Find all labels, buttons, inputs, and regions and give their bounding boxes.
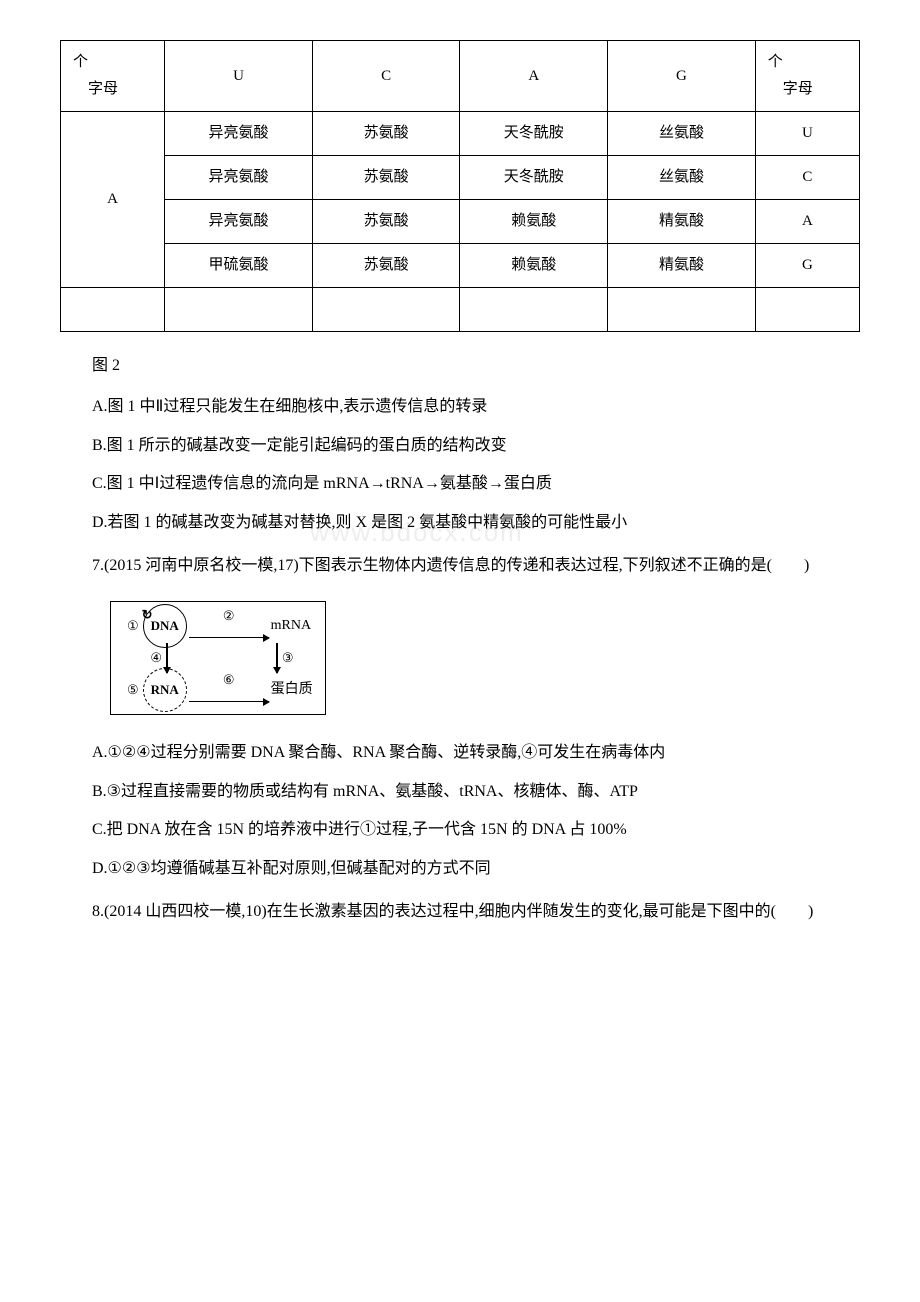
cell: 丝氨酸 (608, 156, 756, 200)
cell: 异亮氨酸 (165, 112, 313, 156)
third-letter: C (755, 156, 859, 200)
cell: 苏氨酸 (312, 112, 460, 156)
circled-5: ⑤ (127, 678, 139, 701)
circled-6: ⑥ (223, 668, 235, 691)
q7-stem: 7.(2015 河南中原名校一模,17)下图表示生物体内遗传信息的传递和表达过程… (60, 552, 860, 581)
q6-option-a: A.图 1 中Ⅱ过程只能发生在细胞核中,表示遗传信息的转录 (60, 393, 860, 422)
cell: 赖氨酸 (460, 200, 608, 244)
col-u: U (165, 41, 313, 112)
q8-stem: 8.(2014 山西四校一模,10)在生长激素基因的表达过程中,细胞内伴随发生的… (60, 898, 860, 927)
cell: 天冬酰胺 (460, 156, 608, 200)
cell: 天冬酰胺 (460, 112, 608, 156)
col-first-letter-header: 个 字母 (61, 41, 165, 112)
codon-table: 个 字母 U C A G 个 字母 A 异亮氨酸 苏氨酸 天冬酰胺 丝氨酸 U … (60, 40, 860, 332)
q7-option-a: A.①②④过程分别需要 DNA 聚合酶、RNA 聚合酶、逆转录酶,④可发生在病毒… (60, 739, 860, 768)
arrow-right-icon (189, 637, 269, 638)
cell: 精氨酸 (608, 200, 756, 244)
arrow-down-icon (166, 643, 168, 673)
empty-cell (165, 288, 313, 332)
figure-label: 图 2 (60, 352, 860, 381)
q6-option-b: B.图 1 所示的碱基改变一定能引起编码的蛋白质的结构改变 (60, 432, 860, 461)
cell: 异亮氨酸 (165, 156, 313, 200)
q6-option-c: C.图 1 中Ⅰ过程遗传信息的流向是 mRNA→tRNA→氨基酸→蛋白质 (60, 470, 860, 499)
empty-cell (312, 288, 460, 332)
third-letter: A (755, 200, 859, 244)
mrna-node: mRNA (271, 613, 311, 638)
col-a: A (460, 41, 608, 112)
cell: 甲硫氨酸 (165, 244, 313, 288)
third-letter: G (755, 244, 859, 288)
q6-option-d: D.若图 1 的碱基改变为碱基对替换,则 X 是图 2 氨基酸中精氨酸的可能性最… (60, 509, 860, 538)
cell: 异亮氨酸 (165, 200, 313, 244)
circled-3: ③ (282, 646, 294, 669)
circled-1: ① (127, 614, 139, 637)
empty-cell (755, 288, 859, 332)
empty-cell (608, 288, 756, 332)
empty-cell (460, 288, 608, 332)
protein-node: 蛋白质 (271, 677, 313, 702)
col-c: C (312, 41, 460, 112)
cell: 精氨酸 (608, 244, 756, 288)
rna-node: RNA (143, 668, 187, 712)
first-letter-a: A (61, 112, 165, 288)
circled-2: ② (223, 604, 235, 627)
cell: 苏氨酸 (312, 244, 460, 288)
arrow-down-icon (276, 643, 278, 673)
circled-4: ④ (150, 646, 162, 669)
q7-option-d: D.①②③均遵循碱基互补配对原则,但碱基配对的方式不同 (60, 855, 860, 884)
q7-diagram: ① DNA ↻ ② mRNA ④ ③ ⑤ RNA (110, 601, 326, 715)
cell: 赖氨酸 (460, 244, 608, 288)
empty-cell (61, 288, 165, 332)
q7-option-c: C.把 DNA 放在含 15N 的培养液中进行①过程,子一代含 15N 的 DN… (60, 816, 860, 845)
dna-node: DNA ↻ (143, 604, 187, 648)
cell: 苏氨酸 (312, 200, 460, 244)
cell: 丝氨酸 (608, 112, 756, 156)
col-g: G (608, 41, 756, 112)
arrow-right-icon (189, 701, 269, 702)
col-third-letter-header: 个 字母 (755, 41, 859, 112)
cell: 苏氨酸 (312, 156, 460, 200)
q7-option-b: B.③过程直接需要的物质或结构有 mRNA、氨基酸、tRNA、核糖体、酶、ATP (60, 778, 860, 807)
third-letter: U (755, 112, 859, 156)
